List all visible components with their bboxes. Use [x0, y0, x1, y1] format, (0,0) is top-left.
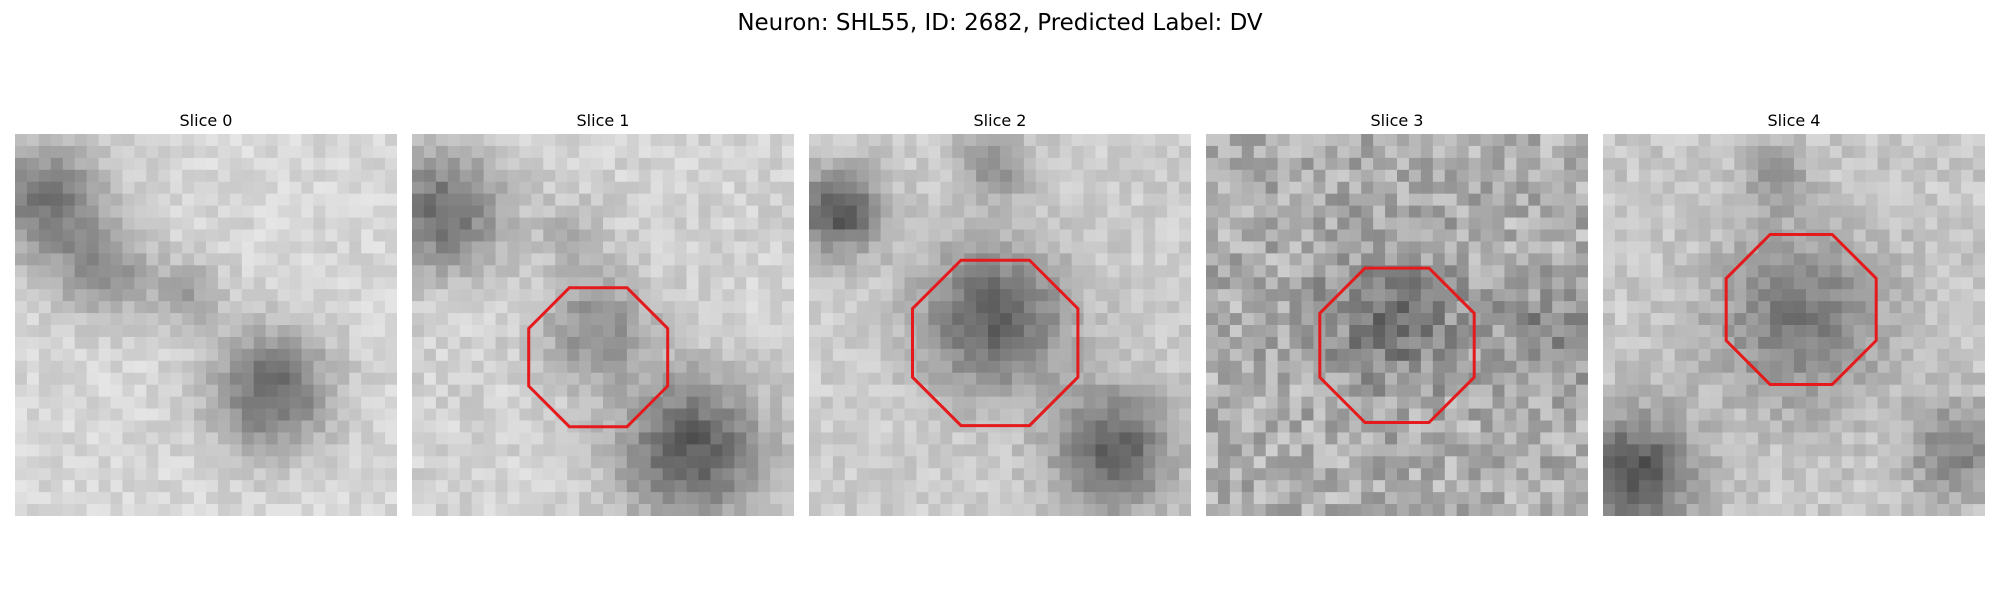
slice-image [412, 134, 794, 516]
slice-image [1206, 134, 1588, 516]
slice-title: Slice 2 [973, 111, 1027, 130]
roi-outline [527, 286, 670, 429]
slice-panel-0: Slice 0 [15, 110, 397, 516]
slice-panel-1: Slice 1 [412, 110, 794, 516]
slice-title: Slice 1 [576, 111, 630, 130]
slice-panel-4: Slice 4 [1603, 110, 1985, 516]
slice-title: Slice 0 [179, 111, 233, 130]
slice-image [809, 134, 1191, 516]
roi-outline [1318, 266, 1476, 424]
slice-title: Slice 3 [1370, 111, 1424, 130]
slice-panel-2: Slice 2 [809, 110, 1191, 516]
roi-outline [1724, 233, 1878, 386]
figure-title: Neuron: SHL55, ID: 2682, Predicted Label… [737, 10, 1263, 36]
slice-title: Slice 4 [1767, 111, 1821, 130]
roi-outline [911, 258, 1080, 428]
slice-image [1603, 134, 1985, 516]
slice-panel-3: Slice 3 [1206, 110, 1588, 516]
slice-image [15, 134, 397, 516]
